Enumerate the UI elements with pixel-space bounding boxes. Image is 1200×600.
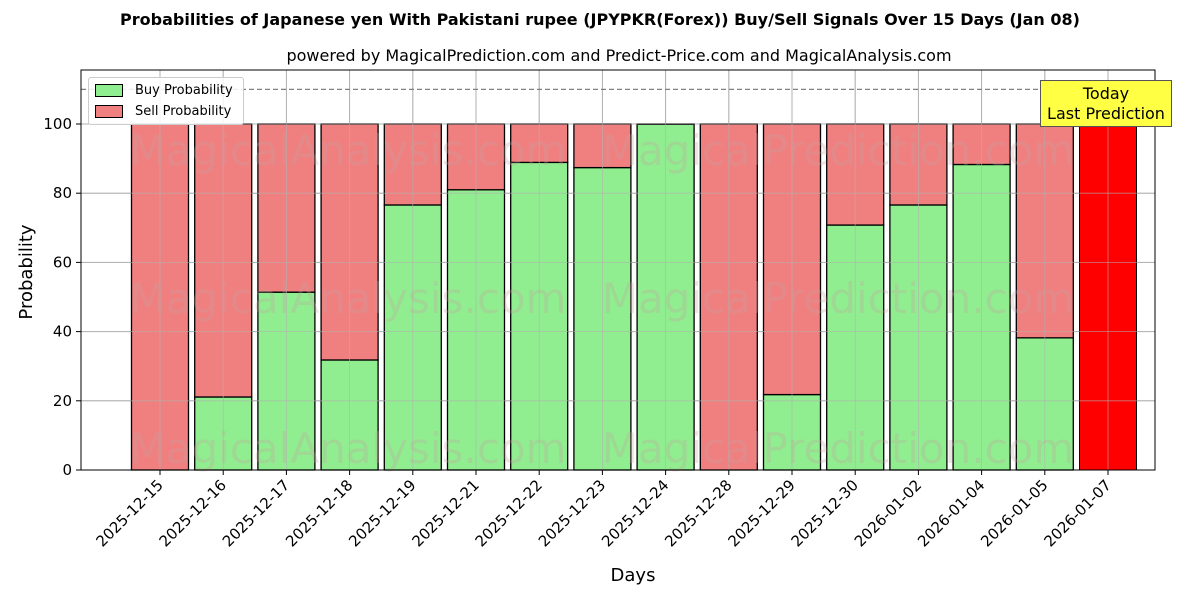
legend-item-buy: Buy Probability	[95, 81, 233, 99]
x-tick-label: 2026-01-05	[977, 476, 1051, 550]
x-tick-label: 2025-12-22	[472, 476, 546, 550]
x-tick-label: 2025-12-30	[788, 476, 862, 550]
y-tick-label: 0	[62, 461, 72, 479]
buy-swatch-icon	[95, 83, 123, 97]
x-tick-label: 2025-12-21	[408, 476, 482, 550]
chart-title: Probabilities of Japanese yen With Pakis…	[120, 10, 1080, 29]
x-tick-label: 2025-12-24	[598, 476, 672, 550]
x-tick-label: 2025-12-15	[92, 476, 166, 550]
y-tick-label: 60	[53, 253, 72, 271]
chart-subtitle: powered by MagicalPrediction.com and Pre…	[286, 46, 952, 65]
y-axis-label: Probability	[16, 224, 37, 319]
y-axis: 0 20 40 60 80 100	[43, 115, 81, 479]
x-tick-label: 2025-12-19	[345, 476, 419, 550]
y-tick-label: 100	[43, 115, 72, 133]
x-tick-label: 2026-01-04	[914, 476, 988, 550]
y-tick-label: 40	[53, 323, 72, 341]
y-tick-label: 80	[53, 184, 72, 202]
x-tick-label: 2025-12-17	[219, 476, 293, 550]
watermark-text: MagicalAnalysis.com	[130, 424, 567, 473]
watermarks: MagicalAnalysis.com MagicalPrediction.com…	[130, 126, 1075, 473]
legend-item-sell: Sell Probability	[95, 102, 231, 120]
x-tick-label: 2025-12-18	[282, 476, 356, 550]
sell-swatch-icon	[95, 104, 123, 118]
x-tick-label: 2025-12-28	[661, 476, 735, 550]
x-tick-label: 2025-12-29	[724, 476, 798, 550]
x-tick-label: 2025-12-23	[535, 476, 609, 550]
annotation-line-2: Last Prediction	[1047, 104, 1165, 123]
y-tick-label: 20	[53, 392, 72, 410]
x-tick-label: 2025-12-16	[156, 476, 230, 550]
watermark-text: MagicalPrediction.com	[602, 126, 1075, 175]
today-annotation: Today Last Prediction	[1040, 80, 1172, 127]
watermark-text: MagicalPrediction.com	[602, 424, 1075, 473]
annotation-line-1: Today	[1082, 84, 1130, 103]
watermark-text: MagicalAnalysis.com	[130, 126, 567, 175]
x-axis-label: Days	[611, 565, 656, 586]
x-tick-label: 2026-01-02	[851, 476, 925, 550]
x-axis: 2025-12-152025-12-162025-12-172025-12-18…	[92, 470, 1115, 550]
watermark-text: MagicalAnalysis.com	[130, 274, 567, 323]
x-tick-label: 2026-01-07	[1040, 476, 1114, 550]
legend-buy-label: Buy Probability	[135, 82, 233, 98]
legend-sell-label: Sell Probability	[135, 103, 232, 119]
legend: Buy Probability Sell Probability	[88, 77, 244, 125]
plot-frame	[80, 69, 1156, 471]
watermark-text: MagicalPrediction.com	[602, 274, 1075, 323]
